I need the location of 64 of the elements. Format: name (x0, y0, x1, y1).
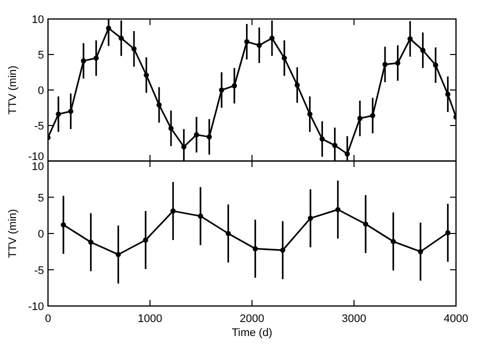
point (226, 230, 231, 236)
point (206, 134, 212, 140)
y-tick-label: 5 (38, 192, 44, 204)
point (143, 237, 148, 243)
point (357, 116, 363, 121)
point (280, 248, 286, 253)
point (344, 151, 350, 156)
point (60, 222, 66, 228)
point (445, 92, 450, 97)
point (320, 136, 325, 142)
point (68, 108, 74, 114)
point (219, 87, 224, 93)
y-tick-label: -10 (28, 301, 44, 313)
y-tick-label: -10 (28, 151, 44, 163)
x-axis-title: Time (d) (232, 327, 272, 339)
point (198, 214, 204, 219)
y-tick-label: 10 (32, 161, 44, 173)
point (408, 36, 413, 42)
point (116, 252, 121, 258)
point (168, 126, 174, 131)
point (307, 112, 312, 117)
point (445, 230, 450, 236)
point (232, 83, 237, 88)
y-tick-label: -5 (34, 264, 44, 277)
x-tick-label: 3000 (342, 313, 366, 325)
point (332, 142, 338, 148)
point (80, 58, 86, 64)
point (156, 102, 162, 108)
y-tick-label: 0 (38, 228, 44, 240)
y-tick-label: -5 (34, 120, 44, 132)
y-tick-label: 10 (32, 14, 44, 26)
x-tick-label: 2000 (240, 313, 264, 325)
point (382, 62, 388, 68)
point (390, 238, 396, 244)
point (181, 144, 186, 150)
point (118, 36, 124, 41)
point (170, 208, 176, 214)
point (194, 132, 200, 138)
point (335, 206, 340, 212)
point (131, 46, 137, 52)
y-axis-title: TTV (min) (7, 209, 19, 258)
point (395, 60, 400, 66)
point (94, 55, 99, 61)
point (269, 36, 275, 41)
point (433, 62, 438, 68)
point (308, 216, 314, 221)
point (252, 246, 258, 252)
point (418, 249, 424, 254)
y-tick-label: 5 (38, 50, 44, 62)
point (370, 112, 376, 118)
point (144, 72, 149, 78)
point (420, 48, 426, 53)
point (244, 39, 250, 44)
point (106, 26, 112, 31)
point (256, 42, 262, 48)
point (282, 55, 287, 61)
y-axis-title: TTV (min) (7, 66, 19, 114)
x-tick-label: 4000 (444, 313, 468, 325)
point (56, 112, 62, 117)
point (294, 82, 300, 88)
point (363, 221, 368, 227)
point (88, 240, 94, 245)
x-tick-label: 1000 (138, 313, 162, 325)
y-tick-label: 0 (38, 85, 44, 97)
